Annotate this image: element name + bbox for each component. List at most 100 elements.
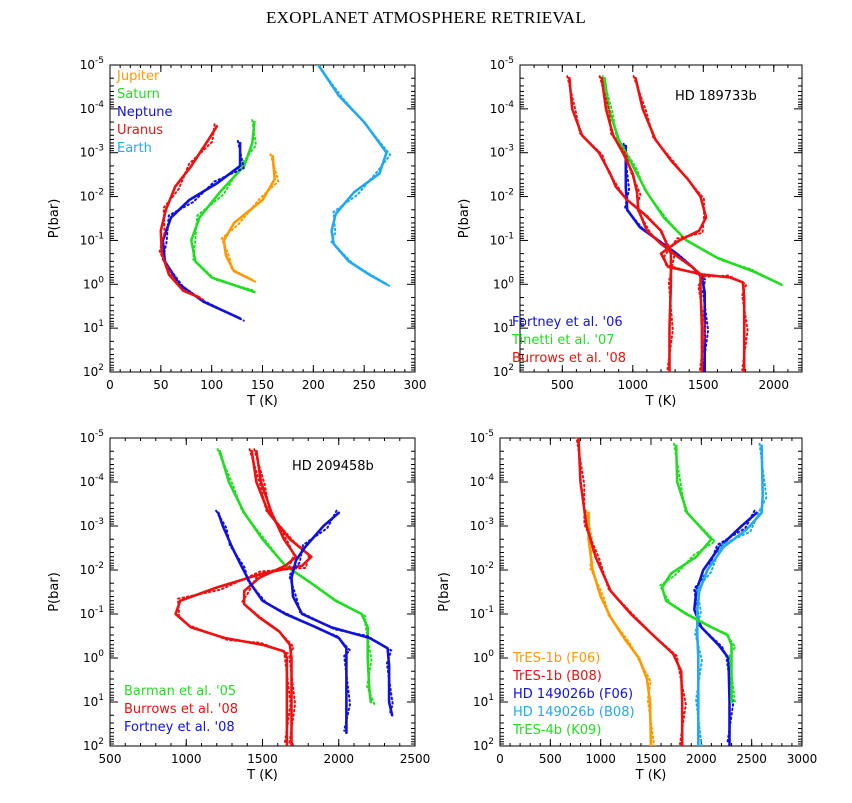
y-tick-exponent: -1 — [505, 231, 514, 241]
legend-entry: Uranus — [117, 123, 163, 138]
y-tick-exponent: -2 — [485, 561, 494, 571]
series-line-retrieved — [176, 448, 311, 745]
y-tick-label: 10-4 — [80, 100, 105, 116]
x-tick-label: 50 — [153, 378, 168, 392]
legend-entry: TrES-1b (B08) — [512, 669, 602, 684]
legend-entry: Tinetti et al. '07 — [511, 333, 615, 348]
series-line-retrieved — [694, 442, 768, 746]
x-tick-label: 2000 — [759, 378, 790, 392]
series-line-retrieved — [288, 509, 394, 715]
series-line — [603, 76, 783, 286]
y-tick-label: 102 — [493, 363, 514, 379]
y-tick-label: 100 — [493, 275, 514, 291]
y-tick-label: 10-5 — [80, 429, 104, 445]
y-tick-exponent: -2 — [505, 188, 514, 198]
x-tick-label: 200 — [302, 378, 325, 392]
y-tick-label: 10-5 — [490, 56, 514, 72]
series-line-retrieved — [575, 438, 687, 745]
y-tick-exponent: 0 — [508, 275, 514, 285]
y-tick-exponent: -5 — [505, 56, 514, 66]
y-axis-title: P(bar) — [47, 572, 62, 612]
x-tick-label: 150 — [251, 378, 274, 392]
legend-entry: Neptune — [117, 105, 173, 120]
page-title: EXOPLANET ATMOSPHERE RETRIEVAL — [265, 8, 587, 27]
y-tick-label: 100 — [83, 275, 104, 291]
series-line-retrieved — [601, 75, 786, 288]
y-tick-exponent: -3 — [95, 517, 104, 527]
y-tick-label: 10-3 — [470, 517, 494, 533]
planet-label: HD 189733b — [675, 89, 757, 104]
panel-hd189733b: 500 1000 1500 200010-510-410-310-210-110010… — [457, 56, 803, 409]
y-axis-title: P(bar) — [457, 199, 472, 239]
series-line-retrieved — [220, 153, 280, 284]
y-tick-label: 10-1 — [490, 231, 514, 247]
y-tick-label: 10-3 — [80, 517, 104, 533]
y-tick-exponent: 2 — [98, 363, 104, 373]
series-line — [634, 76, 746, 372]
y-tick-exponent: -3 — [505, 144, 514, 154]
y-tick-exponent: 1 — [98, 319, 104, 329]
x-axis-title: T (K) — [645, 394, 677, 409]
x-tick-label: 1500 — [636, 752, 667, 766]
y-tick-label: 101 — [493, 319, 514, 335]
x-tick-label: 300 — [404, 378, 427, 392]
legend-entry: Saturn — [117, 87, 160, 102]
y-tick-exponent: -3 — [95, 144, 104, 154]
y-tick-exponent: 1 — [508, 319, 514, 329]
y-tick-label: 10-3 — [80, 144, 104, 160]
y-tick-label: 10-4 — [470, 473, 495, 489]
x-tick-label: 0 — [106, 378, 114, 392]
legend-entry: Jupiter — [116, 69, 160, 84]
planet-label: HD 209458b — [292, 459, 374, 474]
series-line-retrieved — [158, 123, 216, 301]
y-tick-exponent: -4 — [505, 100, 514, 110]
y-tick-label: 101 — [83, 319, 104, 335]
y-tick-exponent: 1 — [488, 693, 494, 703]
series-line-retrieved — [316, 65, 392, 288]
series-line — [317, 65, 388, 286]
series-line-retrieved — [585, 509, 656, 746]
x-tick-label: 250 — [353, 378, 376, 392]
series-line-retrieved — [598, 75, 707, 371]
y-tick-label: 10-5 — [470, 429, 494, 445]
x-axis-title: T (K) — [246, 394, 278, 409]
x-tick-label: 2500 — [736, 752, 767, 766]
y-tick-exponent: -5 — [95, 429, 104, 439]
series-line — [218, 449, 373, 704]
legend-entry: Fortney et al. '08 — [124, 720, 235, 735]
y-tick-label: 102 — [83, 737, 104, 753]
y-tick-label: 10-2 — [80, 561, 104, 577]
x-tick-label: 1500 — [688, 378, 719, 392]
x-tick-label: 1500 — [247, 752, 278, 766]
x-tick-label: 100 — [200, 378, 223, 392]
legend-entry: HD 149026b (B08) — [513, 705, 635, 720]
y-tick-label: 100 — [83, 649, 104, 665]
y-tick-label: 102 — [473, 737, 494, 753]
x-tick-label: 1000 — [585, 752, 616, 766]
x-tick-label: 500 — [99, 752, 122, 766]
y-axis-title: P(bar) — [437, 572, 452, 612]
legend-entry: Burrows et al. '08 — [512, 351, 626, 366]
y-tick-exponent: 0 — [98, 649, 104, 659]
x-tick-label: 1000 — [171, 752, 202, 766]
series-line-retrieved — [566, 75, 676, 371]
y-axis-title: P(bar) — [47, 199, 62, 239]
x-tick-label: 1000 — [618, 378, 649, 392]
y-tick-label: 10-2 — [490, 188, 514, 204]
legend-entry: Earth — [117, 141, 152, 156]
y-tick-label: 10-1 — [80, 231, 104, 247]
series-line-retrieved — [622, 142, 710, 371]
x-tick-label: 2000 — [686, 752, 717, 766]
series-line-retrieved — [216, 448, 376, 706]
y-tick-exponent: 2 — [98, 737, 104, 747]
legend-entry: Fortney et al. '06 — [512, 315, 623, 330]
series-line — [217, 511, 348, 735]
y-tick-label: 10-4 — [490, 100, 515, 116]
panel-tres-hd149026b: 0 500 1000 1500 2000 2500 300010-510-410-310-2… — [437, 429, 817, 783]
y-tick-exponent: -5 — [485, 429, 494, 439]
y-tick-label: 101 — [83, 693, 104, 709]
y-tick-label: 100 — [473, 649, 494, 665]
y-tick-exponent: -2 — [95, 188, 104, 198]
y-tick-exponent: -1 — [95, 231, 104, 241]
y-tick-label: 10-1 — [80, 605, 104, 621]
